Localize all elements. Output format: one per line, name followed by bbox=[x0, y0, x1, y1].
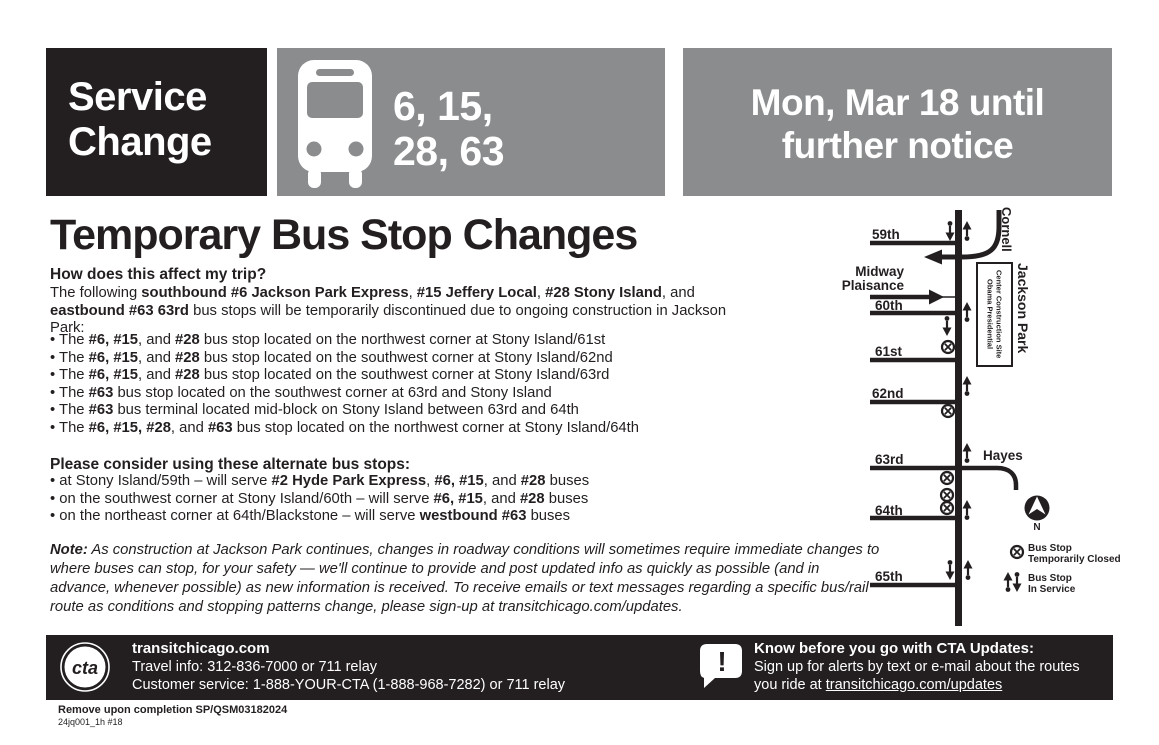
updates-line2: Sign up for alerts by text or e-mail abo… bbox=[754, 659, 1080, 675]
footer-site: transitchicago.com bbox=[132, 640, 270, 657]
list-item: The #6, #15, #28, and #63 bus stop locat… bbox=[50, 420, 810, 438]
in-service-stop-icon bbox=[961, 300, 973, 323]
map-graphic bbox=[870, 210, 1050, 626]
alert-bubble-icon: ! bbox=[700, 644, 742, 688]
list-item: on the southwest corner at Stony Island/… bbox=[50, 491, 810, 509]
map-container: 59th 60th 61st 62nd 63rd 64th 65th Midwa… bbox=[840, 205, 1159, 637]
print-code-text: 24jq001_1h #18 bbox=[58, 717, 123, 727]
street-label-63rd: 63rd bbox=[875, 452, 904, 467]
route-numbers: 6, 15, 28, 63 bbox=[393, 83, 505, 174]
effective-date-line2: further notice bbox=[781, 125, 1014, 166]
westbound-arrowhead bbox=[924, 249, 942, 265]
effective-date-box: Mon, Mar 18 until further notice bbox=[683, 48, 1112, 196]
closed-stop-icon bbox=[939, 500, 955, 516]
alternate-stops-list: at Stony Island/59th – will serve #2 Hyd… bbox=[50, 473, 810, 526]
street-label-64th: 64th bbox=[875, 503, 903, 518]
service-change-badge: Service Change bbox=[46, 48, 267, 196]
in-service-stop-icon bbox=[944, 220, 956, 243]
closed-stop-icon bbox=[939, 487, 955, 503]
closed-stops-list: The #6, #15, and #28 bus stop located on… bbox=[50, 332, 810, 438]
hayes-label: Hayes bbox=[983, 448, 1023, 463]
svg-text:cta: cta bbox=[72, 658, 98, 678]
service-change-line1: Service bbox=[68, 75, 207, 119]
midway-plaisance-label: Midway Plaisance bbox=[841, 264, 904, 293]
effective-date-line1: Mon, Mar 18 until bbox=[750, 82, 1045, 123]
in-service-stop-icon bbox=[962, 558, 974, 582]
in-service-stop-icon bbox=[961, 219, 973, 242]
updates-line3: you ride at transitchicago.com/updates bbox=[754, 677, 1003, 693]
closed-stop-icon bbox=[940, 403, 956, 419]
list-item: on the northeast corner at 64th/Blacksto… bbox=[50, 508, 810, 526]
list-item: The #6, #15, and #28 bus stop located on… bbox=[50, 350, 810, 368]
cornell-road bbox=[940, 210, 1002, 260]
service-change-line2: Change bbox=[68, 120, 212, 164]
footer-contact: transitchicago.com Travel info: 312-836-… bbox=[132, 640, 565, 694]
closed-stop-icon bbox=[939, 470, 955, 486]
street-label-61st: 61st bbox=[875, 344, 903, 359]
updates-link[interactable]: transitchicago.com/updates bbox=[825, 677, 1003, 693]
eastbound-arrowhead bbox=[929, 289, 944, 305]
page-title: Temporary Bus Stop Changes bbox=[50, 211, 638, 259]
in-service-stop-icon bbox=[961, 498, 973, 522]
closed-stop-icon bbox=[940, 339, 956, 355]
footer-travel-info: Travel info: 312-836-7000 or 711 relay bbox=[132, 659, 378, 675]
street-label-62nd: 62nd bbox=[872, 386, 904, 401]
legend-closed-text: Bus Stop Temporarily Closed bbox=[1028, 543, 1121, 565]
list-item: The #6, #15, and #28 bus stop located on… bbox=[50, 332, 810, 350]
footer-customer-service: Customer service: 1-888-YOUR-CTA (1-888-… bbox=[132, 677, 566, 693]
street-label-60th: 60th bbox=[875, 298, 903, 313]
in-service-stop-icon bbox=[944, 558, 956, 582]
legend-closed-stop-icon bbox=[1009, 544, 1025, 560]
north-label: N bbox=[1033, 522, 1041, 533]
routes-box: 6, 15, 28, 63 bbox=[277, 48, 665, 196]
cta-logo: cta bbox=[60, 642, 110, 692]
alternate-heading: Please consider using these alternate bu… bbox=[50, 456, 411, 473]
jackson-park-label: Jackson Park bbox=[1015, 263, 1031, 354]
in-service-stop-icon bbox=[941, 315, 953, 338]
svg-text:!: ! bbox=[717, 646, 726, 677]
bus-icon bbox=[298, 60, 372, 188]
route-numbers-line1: 6, 15, bbox=[393, 83, 493, 129]
legend-in-service-text: Bus Stop In Service bbox=[1028, 573, 1076, 595]
intro-paragraph: The following southbound #6 Jackson Park… bbox=[50, 285, 727, 337]
north-arrow-glyph bbox=[1028, 496, 1046, 515]
hayes-road bbox=[962, 465, 1019, 490]
updates-heading: Know before you go with CTA Updates: bbox=[754, 640, 1034, 657]
street-label-65th: 65th bbox=[875, 569, 903, 584]
remove-upon-completion-text: Remove upon completion SP/QSM03182024 bbox=[58, 704, 288, 716]
street-label-59th: 59th bbox=[872, 227, 900, 242]
legend-in-service-icon bbox=[1011, 570, 1023, 594]
list-item: The #63 bus stop located on the southwes… bbox=[50, 385, 810, 403]
affect-heading: How does this affect my trip? bbox=[50, 266, 267, 283]
cornell-label: Cornell bbox=[999, 207, 1014, 252]
in-service-stop-icon bbox=[961, 374, 973, 397]
note-paragraph: Note: As construction at Jackson Park co… bbox=[50, 542, 880, 615]
footer-updates: Know before you go with CTA Updates: Sig… bbox=[754, 640, 1080, 694]
route-numbers-line2: 28, 63 bbox=[393, 128, 505, 174]
list-item: at Stony Island/59th – will serve #2 Hyd… bbox=[50, 473, 810, 491]
obama-site-box: Obama Presidential Center Construction S… bbox=[976, 262, 1013, 367]
legend-in-service-icon bbox=[1002, 570, 1014, 594]
list-item: The #63 bus terminal located mid-block o… bbox=[50, 402, 810, 420]
obama-site-label: Obama Presidential Center Construction S… bbox=[985, 270, 1004, 359]
in-service-stop-icon bbox=[961, 441, 973, 464]
list-item: The #6, #15, and #28 bus stop located on… bbox=[50, 367, 810, 385]
footer-bar: cta transitchicago.com Travel info: 312-… bbox=[46, 635, 1113, 700]
